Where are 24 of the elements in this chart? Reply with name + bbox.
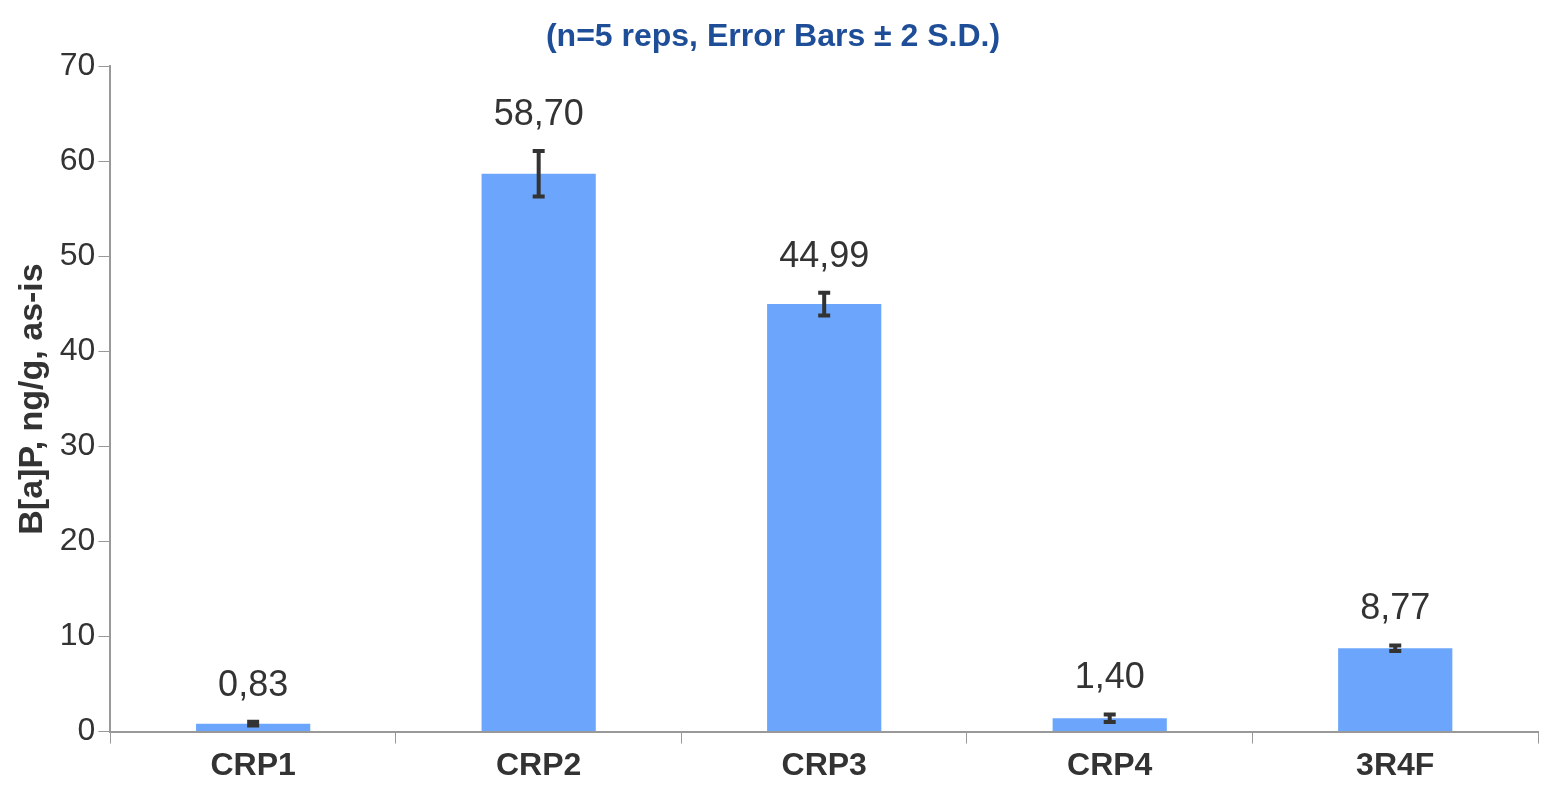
x-tick-label: CRP2: [496, 745, 582, 782]
x-tick-label: CRP1: [210, 745, 296, 782]
data-label: 44,99: [779, 233, 870, 275]
y-tick-label: 70: [59, 46, 96, 83]
y-tick-label: 20: [59, 521, 96, 558]
x-tick-label: CRP4: [1067, 745, 1153, 782]
data-label: 1,40: [1074, 655, 1145, 697]
bar: [481, 173, 596, 732]
y-tick-label: 30: [59, 426, 96, 463]
y-tick-label: 0: [77, 711, 96, 748]
data-label: 8,77: [1360, 586, 1431, 628]
x-tick-label: CRP3: [781, 745, 867, 782]
y-axis-title: B[a]P, ng/g, as-is: [10, 263, 49, 535]
x-tick-label: 3R4F: [1356, 745, 1435, 782]
bar: [767, 304, 882, 732]
data-label: 58,70: [493, 91, 584, 133]
bar: [1338, 648, 1453, 732]
bar: [1052, 718, 1167, 732]
y-tick-label: 40: [59, 331, 96, 368]
data-label: 0,83: [218, 662, 289, 704]
y-tick-label: 10: [59, 616, 96, 653]
chart-title: (n=5 reps, Error Bars ± 2 S.D.): [545, 17, 1001, 54]
y-tick-label: 50: [59, 236, 96, 273]
y-tick-label: 60: [59, 141, 96, 178]
